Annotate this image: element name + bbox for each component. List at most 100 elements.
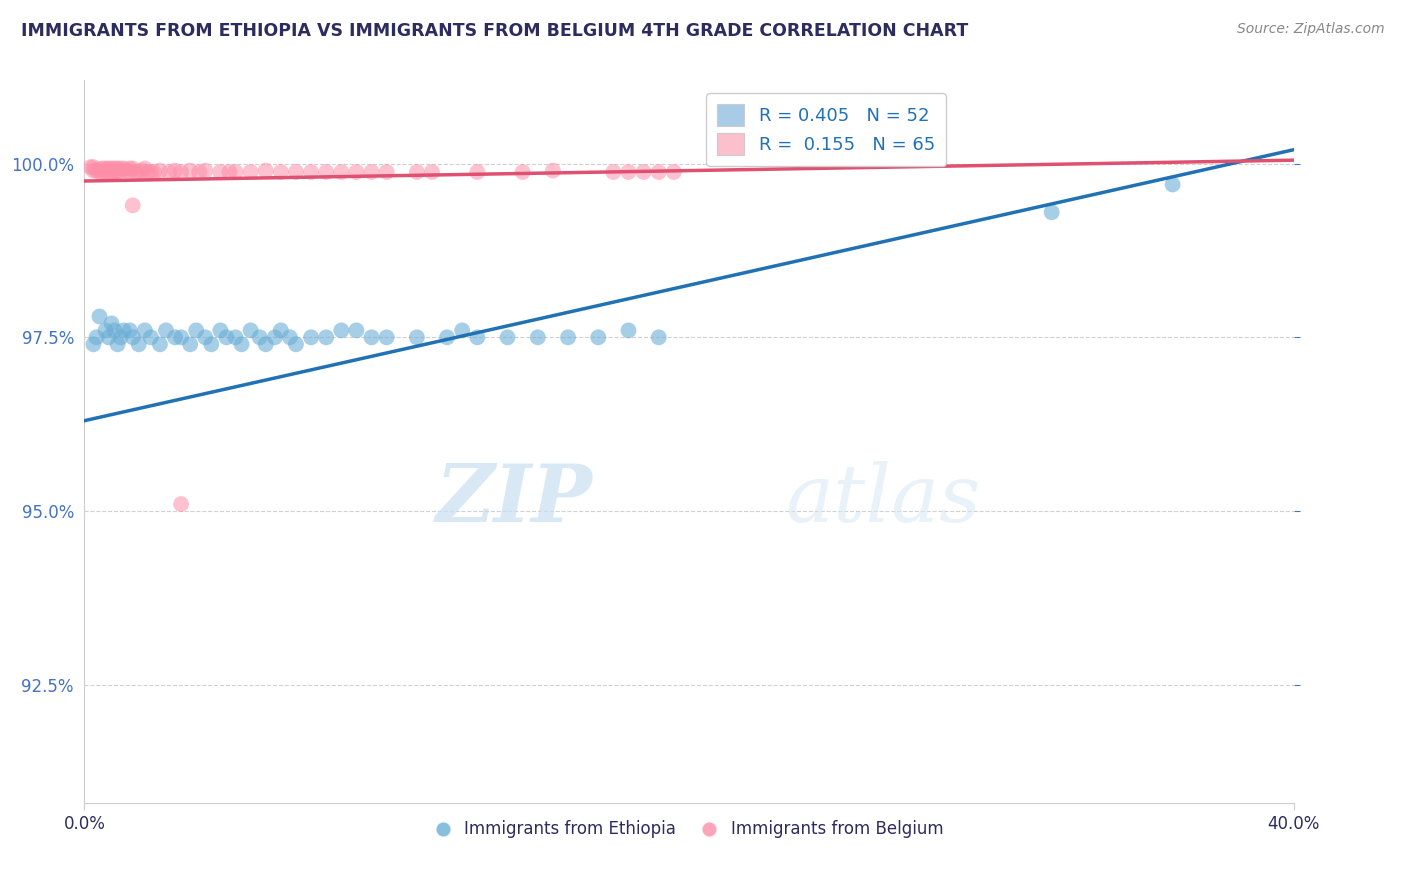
Point xyxy=(451,323,474,337)
Point xyxy=(94,161,117,176)
Point xyxy=(270,165,292,179)
Point xyxy=(149,337,172,351)
Point xyxy=(110,330,132,344)
Point xyxy=(134,323,156,337)
Point xyxy=(1040,205,1063,219)
Point xyxy=(299,165,322,179)
Point xyxy=(118,165,141,179)
Point xyxy=(125,165,148,179)
Point xyxy=(139,330,162,344)
Point xyxy=(136,165,159,179)
Point xyxy=(215,330,238,344)
Point xyxy=(617,323,640,337)
Point xyxy=(110,165,132,179)
Point xyxy=(170,165,193,179)
Point xyxy=(330,165,353,179)
Point xyxy=(155,323,177,337)
Point xyxy=(100,161,122,176)
Point xyxy=(107,337,129,351)
Point xyxy=(100,167,122,181)
Point xyxy=(79,160,101,174)
Point xyxy=(285,165,308,179)
Text: atlas: atlas xyxy=(786,460,981,538)
Point xyxy=(142,165,165,179)
Point xyxy=(115,163,138,178)
Point xyxy=(360,165,382,179)
Point xyxy=(121,330,143,344)
Point xyxy=(118,323,141,337)
Point xyxy=(104,161,127,176)
Point xyxy=(218,165,240,179)
Point xyxy=(527,330,550,344)
Point xyxy=(86,163,108,178)
Point xyxy=(82,160,104,174)
Point xyxy=(194,163,217,178)
Point xyxy=(436,330,458,344)
Point xyxy=(239,165,262,179)
Point xyxy=(406,330,429,344)
Point xyxy=(360,330,382,344)
Point xyxy=(588,330,610,344)
Point xyxy=(118,161,141,176)
Point xyxy=(225,330,247,344)
Point xyxy=(121,198,143,212)
Point xyxy=(633,165,655,179)
Point xyxy=(406,165,429,179)
Point xyxy=(225,165,247,179)
Point xyxy=(89,162,111,177)
Point xyxy=(263,330,285,344)
Point xyxy=(209,165,232,179)
Point xyxy=(200,337,222,351)
Point xyxy=(278,330,301,344)
Point xyxy=(375,330,398,344)
Point xyxy=(179,163,201,178)
Point xyxy=(557,330,579,344)
Legend: Immigrants from Ethiopia, Immigrants from Belgium: Immigrants from Ethiopia, Immigrants fro… xyxy=(427,814,950,845)
Point xyxy=(170,330,193,344)
Point xyxy=(617,165,640,179)
Point xyxy=(128,165,150,179)
Point xyxy=(149,163,172,178)
Point xyxy=(82,337,104,351)
Point xyxy=(100,317,122,331)
Point xyxy=(170,497,193,511)
Point xyxy=(662,165,685,179)
Point xyxy=(131,163,153,178)
Point xyxy=(1161,178,1184,192)
Point xyxy=(299,330,322,344)
Point xyxy=(107,165,129,179)
Point xyxy=(375,165,398,179)
Point xyxy=(186,323,208,337)
Point xyxy=(346,165,368,179)
Point xyxy=(330,323,353,337)
Point xyxy=(165,330,187,344)
Point xyxy=(97,165,120,179)
Point xyxy=(648,165,671,179)
Point xyxy=(94,323,117,337)
Point xyxy=(112,161,135,176)
Point xyxy=(86,330,108,344)
Point xyxy=(315,330,337,344)
Point xyxy=(209,323,232,337)
Point xyxy=(112,323,135,337)
Point xyxy=(315,165,337,179)
Point xyxy=(82,163,104,178)
Point xyxy=(239,323,262,337)
Point xyxy=(512,165,534,179)
Point xyxy=(188,165,211,179)
Point xyxy=(254,163,277,178)
Text: Source: ZipAtlas.com: Source: ZipAtlas.com xyxy=(1237,22,1385,37)
Point xyxy=(157,165,180,179)
Text: ZIP: ZIP xyxy=(436,460,592,538)
Point xyxy=(91,161,114,176)
Point xyxy=(91,165,114,179)
Point xyxy=(179,337,201,351)
Point xyxy=(89,310,111,324)
Point xyxy=(139,165,162,179)
Point xyxy=(134,161,156,176)
Point xyxy=(231,337,253,351)
Point xyxy=(249,330,271,344)
Point xyxy=(602,165,624,179)
Point xyxy=(165,163,187,178)
Point xyxy=(420,165,443,179)
